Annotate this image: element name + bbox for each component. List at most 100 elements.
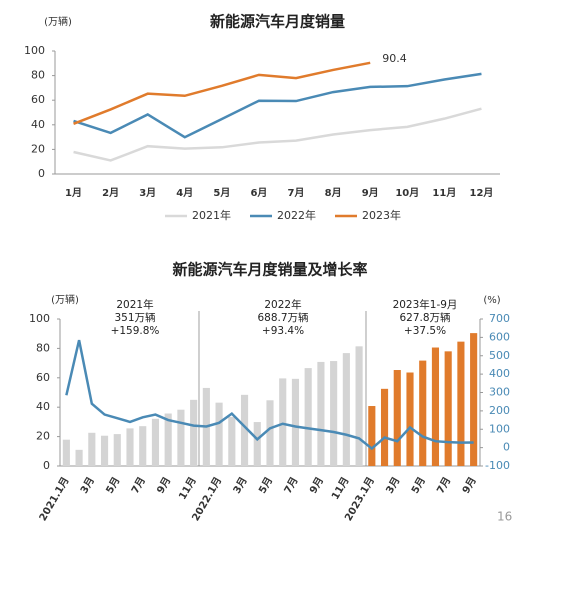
bar bbox=[113, 434, 121, 466]
annotation: +37.5% bbox=[404, 325, 446, 337]
series-line bbox=[65, 339, 474, 451]
x-tick-label: 4月 bbox=[176, 187, 193, 199]
bar bbox=[470, 333, 478, 466]
data-label: 90.4 bbox=[382, 52, 407, 65]
bar bbox=[355, 346, 363, 466]
bar bbox=[444, 351, 452, 466]
x-tick-label: 7月 bbox=[282, 475, 301, 496]
bar bbox=[266, 400, 274, 466]
bar bbox=[291, 378, 300, 466]
x-tick-label: 5月 bbox=[409, 475, 428, 496]
legend-label: 2023年 bbox=[362, 208, 401, 222]
x-tick-label: 7月 bbox=[435, 475, 454, 496]
bar bbox=[279, 378, 287, 466]
x-tick-label: 8月 bbox=[325, 187, 342, 199]
y-tick-label: 0 bbox=[38, 167, 45, 180]
annotation: 2023年1-9月 bbox=[393, 298, 458, 311]
series-line bbox=[73, 107, 482, 162]
x-tick-label: 3月 bbox=[231, 475, 250, 496]
y-tick-label: 60 bbox=[36, 371, 50, 384]
x-tick-label: 7月 bbox=[288, 187, 305, 199]
y2-tick-label: 700 bbox=[489, 312, 510, 325]
bar bbox=[380, 388, 389, 466]
bar bbox=[406, 372, 414, 466]
x-tick-label: 5月 bbox=[213, 187, 230, 199]
x-tick-label: 6月 bbox=[250, 187, 267, 199]
x-tick-label: 12月 bbox=[469, 187, 493, 199]
bar bbox=[177, 409, 185, 466]
annotation: 351万辆 bbox=[114, 311, 155, 324]
series-line bbox=[73, 61, 371, 125]
x-tick-label: 9月 bbox=[307, 475, 326, 496]
bar bbox=[88, 432, 96, 466]
bar bbox=[126, 428, 134, 466]
chart-title: 新能源汽车月度销量及增长率 bbox=[172, 261, 367, 279]
x-tick-label: 5月 bbox=[256, 475, 275, 496]
bar bbox=[62, 439, 70, 466]
y-unit: (万辆) bbox=[44, 15, 72, 28]
bar bbox=[431, 347, 440, 466]
annotation: 627.8万辆 bbox=[399, 311, 450, 324]
bar bbox=[330, 361, 338, 466]
chart-title: 新能源汽车月度销量 bbox=[210, 13, 345, 31]
bar bbox=[139, 426, 147, 466]
x-tick-label: 3月 bbox=[139, 187, 156, 199]
legend-label: 2021年 bbox=[192, 208, 231, 222]
x-tick-label: 10月 bbox=[395, 187, 419, 199]
bar bbox=[304, 368, 312, 466]
y-tick-label: 40 bbox=[36, 400, 50, 413]
y2-tick-label: 100 bbox=[489, 422, 510, 435]
y-tick-label: 80 bbox=[36, 341, 50, 354]
y2-tick-label: 400 bbox=[489, 367, 510, 380]
x-tick-label: 9月 bbox=[155, 475, 174, 496]
annotation: 2021年 bbox=[116, 298, 153, 311]
y2-tick-label: 500 bbox=[489, 349, 510, 362]
bar bbox=[100, 435, 109, 466]
x-tick-label: 2021.1月 bbox=[37, 475, 72, 523]
annotation: 2022年 bbox=[264, 298, 301, 311]
x-tick-label: 9月 bbox=[362, 187, 379, 199]
bar bbox=[190, 399, 198, 466]
x-tick-label: 2月 bbox=[102, 187, 119, 199]
y-tick-label: 60 bbox=[31, 93, 45, 106]
bar bbox=[342, 353, 350, 466]
bar bbox=[75, 449, 83, 466]
y-tick-label: 20 bbox=[36, 430, 50, 443]
y-tick-label: 100 bbox=[24, 44, 45, 57]
y2-tick-label: -100 bbox=[485, 459, 510, 472]
y2-unit: (%) bbox=[483, 295, 500, 306]
bar bbox=[368, 406, 376, 466]
bar bbox=[419, 360, 427, 466]
bar bbox=[228, 416, 236, 466]
bar bbox=[164, 413, 172, 466]
y-tick-label: 0 bbox=[43, 459, 50, 472]
y2-tick-label: 200 bbox=[489, 404, 510, 417]
y2-tick-label: 300 bbox=[489, 386, 510, 399]
legend-label: 2022年 bbox=[277, 208, 316, 222]
y-tick-label: 20 bbox=[31, 142, 45, 155]
bar bbox=[253, 422, 261, 466]
y-tick-label: 40 bbox=[31, 118, 45, 131]
bar bbox=[393, 370, 401, 466]
bar bbox=[151, 418, 160, 466]
x-tick-label: 7月 bbox=[129, 475, 148, 496]
x-tick-label: 3月 bbox=[384, 475, 403, 496]
x-tick-label: 9月 bbox=[460, 475, 479, 496]
y-tick-label: 100 bbox=[29, 312, 50, 325]
page-number: 16 bbox=[497, 510, 512, 524]
y2-tick-label: 0 bbox=[503, 441, 510, 454]
x-tick-label: 11月 bbox=[176, 475, 198, 502]
annotation: 688.7万辆 bbox=[257, 311, 308, 324]
bar bbox=[215, 402, 223, 466]
series-line bbox=[73, 72, 482, 139]
bar bbox=[240, 394, 249, 466]
x-tick-label: 5月 bbox=[104, 475, 123, 496]
x-tick-label: 1月 bbox=[65, 187, 82, 199]
annotation: +93.4% bbox=[262, 325, 304, 337]
y-unit: (万辆) bbox=[51, 293, 79, 306]
x-tick-label: 11月 bbox=[329, 475, 351, 502]
annotation: +159.8% bbox=[111, 325, 160, 337]
bar bbox=[457, 341, 465, 466]
